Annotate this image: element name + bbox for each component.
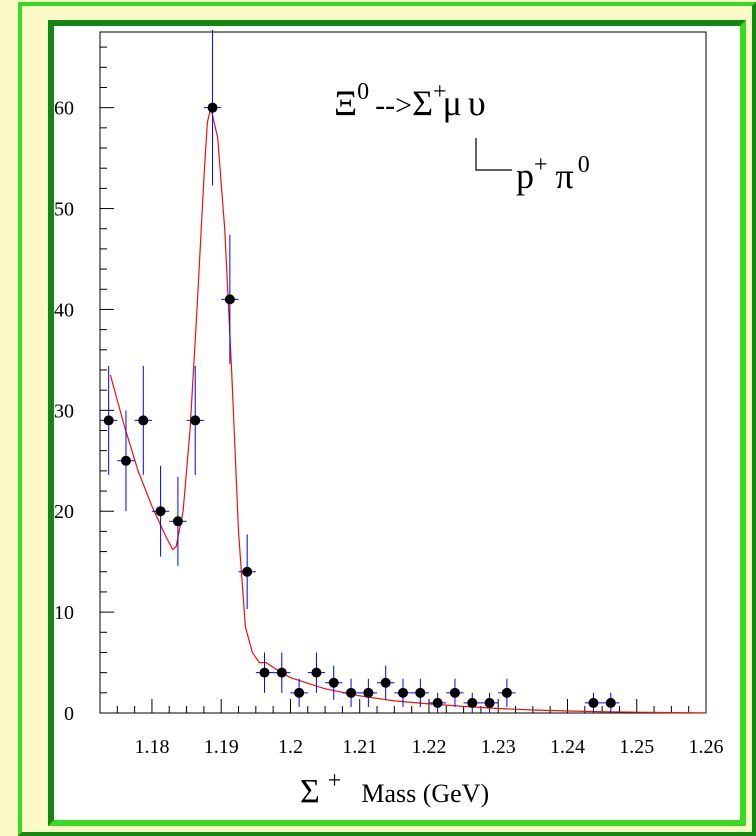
point-marker: [224, 294, 235, 305]
data-point: [238, 534, 256, 610]
fit-curve: [109, 107, 707, 714]
decay-annotation: Ξ0 -->Σ+μ υ p+ π 0: [334, 79, 590, 196]
data-point: [134, 365, 152, 475]
data-point: [221, 234, 239, 364]
svg-text:p+π0: p+ π 0: [516, 152, 590, 196]
point-marker: [294, 687, 305, 698]
data-point: [394, 678, 412, 707]
data-point: [359, 678, 378, 707]
data-point: [255, 652, 274, 693]
point-marker: [207, 102, 218, 113]
point-marker: [432, 697, 443, 708]
point-marker: [311, 667, 322, 678]
point-marker: [276, 667, 287, 678]
x-tick-label: 1.22: [411, 736, 446, 758]
point-marker: [120, 455, 131, 466]
y-tick-label: 20: [54, 501, 74, 523]
data-point: [602, 692, 620, 713]
x-tick-label: 1.24: [550, 736, 585, 758]
xi-charge: 0: [357, 79, 369, 105]
x-tick-label: 1.19: [204, 736, 239, 758]
x-tick-label: 1.26: [689, 736, 724, 758]
data-point: [463, 692, 481, 713]
point-marker: [398, 687, 408, 698]
axis-ticks: 1.18 1.19 1.2 1.21 1.22 1.23 1.24 1.25 1.26 0 10 20…: [54, 46, 724, 758]
point-marker: [363, 687, 374, 698]
data-point: [290, 678, 308, 707]
data-points-layer: [100, 29, 620, 713]
pion-symbol: π: [556, 156, 574, 196]
outer-frame: [18, 2, 756, 836]
pion-charge: 0: [578, 152, 590, 178]
point-marker: [190, 415, 201, 426]
y-tick-label: 0: [64, 703, 74, 725]
y-tick-label: 10: [54, 602, 74, 624]
svg-text:Σ+Mass (GeV): Σ + Mass (GeV): [300, 768, 489, 810]
point-marker: [484, 697, 495, 708]
data-point: [428, 692, 447, 713]
x-tick-label: 1.2: [278, 736, 303, 758]
point-marker: [242, 566, 253, 577]
y-tick-label: 30: [54, 400, 74, 422]
subdecay-bracket: [475, 138, 512, 171]
point-marker: [467, 697, 478, 708]
xlabel-charge: +: [328, 768, 342, 794]
data-point: [446, 678, 464, 707]
decay-arrow: -->: [375, 89, 412, 122]
data-point: [186, 365, 204, 475]
data-point: [377, 665, 395, 700]
point-marker: [380, 677, 391, 688]
data-point: [498, 678, 516, 707]
point-marker: [605, 697, 616, 708]
xlabel-sigma: Σ: [300, 773, 320, 810]
y-tick-label: 50: [54, 199, 74, 221]
xi-symbol: Ξ: [334, 83, 357, 123]
data-point: [273, 652, 291, 693]
point-marker: [172, 516, 183, 527]
proton-charge: +: [534, 152, 548, 178]
x-tick-label: 1.25: [619, 736, 654, 758]
point-marker: [259, 667, 270, 678]
data-point: [411, 678, 429, 707]
y-tick-label: 40: [54, 299, 74, 321]
point-marker: [103, 415, 114, 426]
plot-panel: [48, 20, 746, 826]
xlabel-text: Mass (GeV): [361, 779, 489, 808]
plot-axes-frame: [99, 31, 707, 714]
data-point: [117, 410, 135, 512]
point-marker: [155, 506, 166, 517]
x-tick-label: 1.23: [481, 736, 516, 758]
data-point: [325, 665, 343, 700]
data-point: [100, 365, 118, 475]
data-point: [151, 465, 170, 557]
x-tick-label: 1.18: [134, 736, 169, 758]
data-point: [584, 692, 603, 713]
data-point: [342, 678, 360, 707]
muon-symbol: μ: [443, 83, 462, 123]
svg-text:Ξ0-->Σ+μυ: Ξ0 -->Σ+μ υ: [334, 79, 486, 123]
fit-curve-layer: [109, 107, 707, 714]
data-point: [480, 692, 499, 713]
x-tick-label: 1.21: [342, 736, 377, 758]
point-marker: [346, 687, 357, 698]
data-point: [307, 652, 326, 693]
neutrino-symbol: υ: [468, 83, 486, 123]
point-marker: [588, 697, 599, 708]
data-point: [169, 476, 187, 566]
point-marker: [415, 687, 426, 698]
point-marker: [328, 677, 339, 688]
point-marker: [449, 687, 460, 698]
point-marker: [138, 415, 149, 426]
y-tick-label: 60: [54, 98, 74, 120]
point-marker: [501, 687, 512, 698]
data-point: [203, 29, 222, 186]
sigma-symbol: Σ: [412, 83, 433, 123]
x-axis-label: Σ + Mass (GeV): [300, 768, 489, 810]
proton-symbol: p: [516, 156, 534, 196]
sigma-charge: +: [433, 79, 447, 105]
